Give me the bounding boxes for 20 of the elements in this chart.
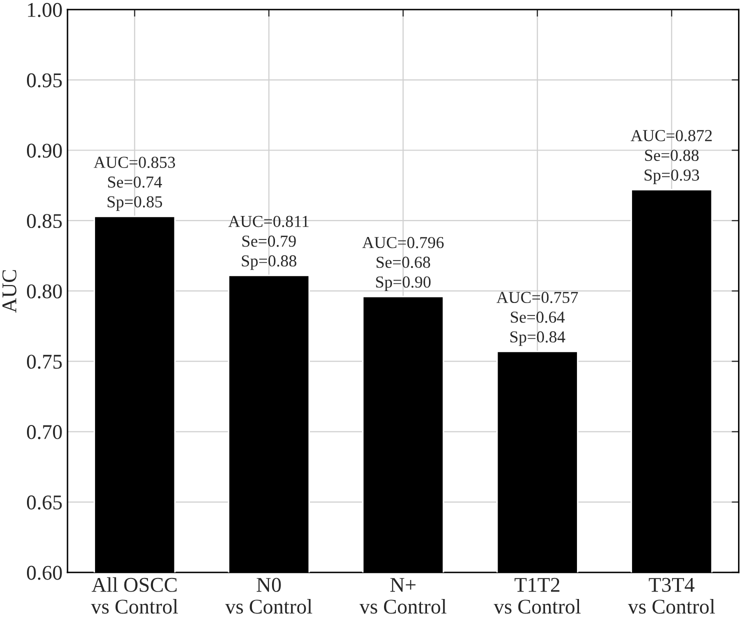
text: 0.80 [26, 284, 62, 298]
text: 0.70 [26, 425, 62, 440]
data-label: AUC=0.872 Se=0.88 Sp=0.93 [630, 130, 712, 184]
x-tick-label: N+ vs Control [359, 578, 446, 614]
text: 1.00 [28, 2, 62, 18]
x-tick-label: T3T4 vs Control [628, 578, 715, 614]
text: 0.65 [26, 495, 62, 510]
data-label: AUC=0.853 Se=0.74 Sp=0.85 [94, 156, 176, 211]
text: 0.60 [26, 566, 62, 580]
text: 0.95 [26, 73, 62, 88]
x-tick-label: N0 vs Control [225, 578, 312, 614]
text: 0.75 [26, 354, 62, 369]
text: 0.85 [26, 214, 62, 228]
data-label: AUC=0.796 Se=0.68 Sp=0.90 [362, 236, 444, 292]
text: 0.90 [26, 144, 62, 158]
data-label: AUC=0.757 Se=0.64 Sp=0.84 [496, 292, 578, 346]
y-axis-title: AUC [2, 270, 16, 313]
data-label: AUC=0.811 Se=0.79 Sp=0.88 [228, 216, 309, 270]
x-tick-label: All OSCC vs Control [90, 577, 178, 614]
x-tick-label: T1T2 vs Control [494, 578, 581, 614]
